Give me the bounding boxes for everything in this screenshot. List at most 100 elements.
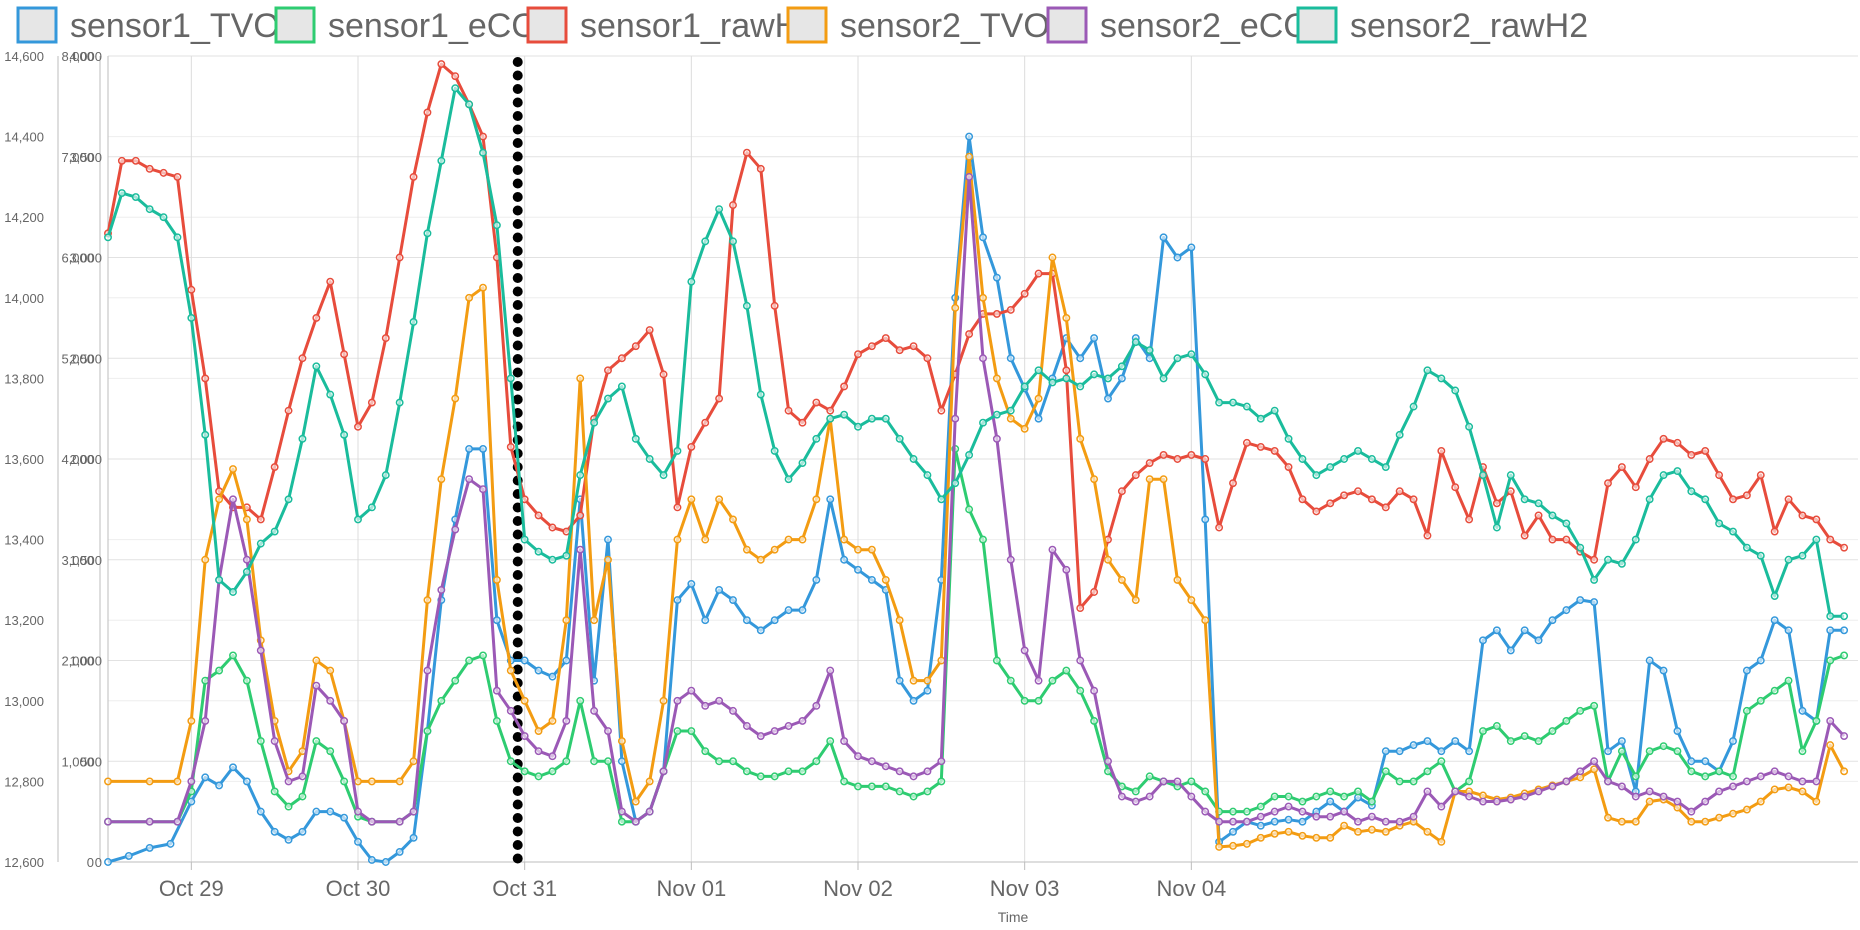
series-sensor1_TVOC — [104, 132, 1849, 866]
y-tick-label-left-middle: 5,000 — [61, 351, 94, 366]
y-tick-label-left-outer: 14,200 — [4, 210, 44, 225]
data-point — [159, 168, 168, 177]
data-point — [520, 732, 529, 741]
data-point — [1451, 737, 1460, 746]
data-point — [367, 856, 376, 864]
data-point — [201, 555, 210, 564]
data-point — [1048, 378, 1057, 387]
data-point — [617, 757, 626, 766]
data-point — [1492, 499, 1501, 508]
data-point — [1617, 737, 1626, 746]
data-point — [1312, 812, 1321, 821]
legend-swatch-sensor2_rawH2 — [1296, 6, 1338, 44]
data-point — [1201, 515, 1210, 524]
data-point — [1090, 334, 1099, 343]
data-point — [145, 817, 154, 826]
data-point — [215, 495, 224, 504]
data-point — [784, 406, 793, 415]
data-point — [1104, 757, 1112, 766]
data-point — [437, 696, 446, 705]
data-point — [1479, 727, 1487, 735]
data-point — [159, 213, 168, 222]
data-point — [1465, 792, 1474, 801]
data-point — [451, 72, 460, 81]
data-point — [1020, 424, 1029, 433]
data-point — [1340, 491, 1349, 500]
data-point — [576, 511, 585, 520]
data-point — [1729, 495, 1737, 504]
data-point — [1812, 515, 1821, 524]
data-point — [270, 787, 279, 796]
data-point — [1284, 792, 1293, 801]
data-point — [895, 616, 904, 625]
data-point — [854, 545, 862, 554]
data-point — [340, 777, 349, 786]
y-tick-label-left-outer: 13,800 — [4, 371, 44, 386]
data-point — [1423, 366, 1432, 375]
data-point — [1312, 471, 1321, 480]
data-point — [617, 817, 626, 826]
data-point — [784, 606, 793, 615]
data-point — [840, 777, 849, 786]
data-point — [770, 545, 779, 554]
data-point — [631, 342, 640, 351]
annotation-dot — [512, 664, 523, 675]
data-point — [1117, 362, 1126, 371]
data-point — [1729, 737, 1737, 746]
legend-swatch-sensor1_eCO2 — [274, 6, 316, 44]
data-point — [756, 164, 765, 173]
data-point — [1062, 374, 1071, 383]
data-point — [909, 455, 918, 463]
data-point — [256, 807, 265, 816]
data-point — [395, 777, 404, 786]
data-point — [854, 782, 862, 791]
data-point — [145, 777, 154, 786]
data-point — [1159, 777, 1168, 786]
data-point — [1062, 565, 1071, 574]
data-point — [617, 807, 626, 816]
data-point — [242, 555, 251, 564]
data-point — [367, 777, 376, 786]
y-tick-label-left-inner: 500 — [80, 754, 102, 769]
data-point — [409, 318, 418, 326]
data-point — [1465, 422, 1474, 431]
data-point — [881, 334, 890, 343]
data-point — [1604, 747, 1612, 756]
data-point — [1701, 817, 1710, 826]
data-point — [867, 575, 876, 584]
data-point — [1145, 792, 1154, 801]
data-point — [979, 233, 987, 242]
data-point — [1423, 827, 1432, 836]
data-point — [1492, 797, 1501, 806]
data-point — [340, 813, 349, 822]
data-point — [1367, 797, 1376, 806]
data-point — [992, 309, 1001, 318]
data-point — [979, 354, 987, 363]
data-point — [937, 406, 946, 415]
annotation-dot — [512, 597, 523, 607]
data-point — [729, 515, 737, 524]
data-point — [951, 303, 960, 312]
annotation-dot — [512, 273, 523, 283]
data-point — [1645, 747, 1654, 756]
legend-label-sensor2_rawH2: sensor2_rawH2 — [1350, 7, 1588, 45]
data-point — [1520, 626, 1529, 635]
data-point — [145, 164, 154, 173]
data-point — [1840, 612, 1849, 621]
data-point — [1756, 696, 1765, 705]
data-point — [673, 446, 682, 455]
data-point — [215, 666, 224, 675]
data-point — [742, 148, 751, 157]
data-point — [1784, 555, 1793, 564]
data-point — [1562, 717, 1571, 725]
annotation-dot — [512, 219, 523, 229]
data-point — [409, 807, 418, 816]
annotation-dot — [512, 745, 523, 756]
data-point — [1256, 812, 1265, 821]
data-point — [617, 737, 626, 746]
data-point — [659, 696, 668, 705]
y-tick-label-left-outer: 14,000 — [4, 291, 44, 306]
data-point — [1631, 792, 1640, 801]
data-point — [784, 767, 793, 776]
data-point — [1201, 455, 1210, 463]
